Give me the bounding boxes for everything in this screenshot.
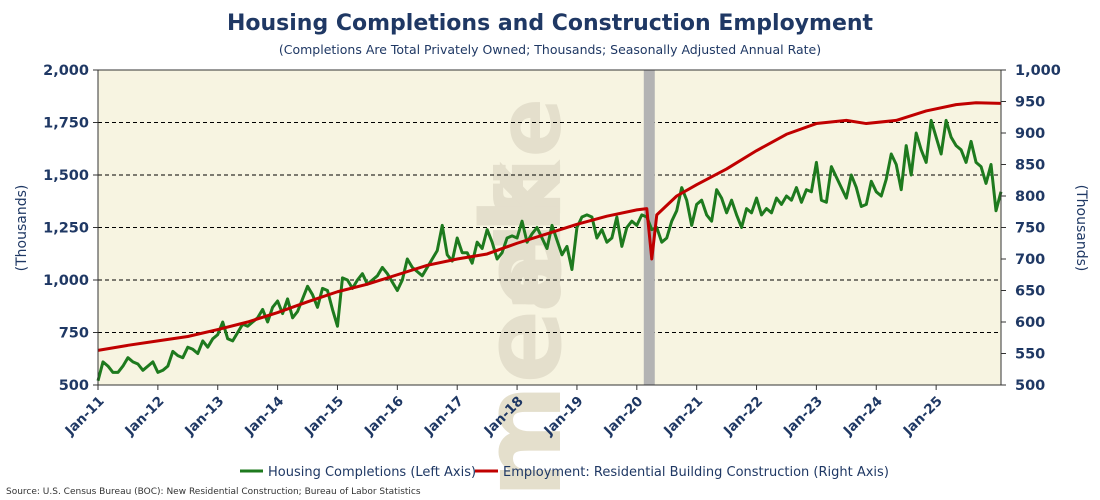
left-tick-label: 1,500 [43,168,89,184]
x-tick-label: Jan-21 [660,393,706,439]
right-tick-label: 750 [1015,221,1045,237]
series-line-completions [96,118,1003,382]
x-tick-label: Jan-16 [361,393,407,439]
legend-label-employment: Employment: Residential Building Constru… [503,465,889,480]
legend-label-completions: Housing Completions (Left Axis) [268,465,476,480]
x-tick-label: Jan-13 [181,393,227,439]
right-axis: 500 550 600 650 700 750 800 850 900 950 1,000 [1001,63,1061,394]
left-tick-label: 1,750 [43,116,89,132]
right-tick-label: 500 [1015,378,1045,394]
left-tick-label: 750 [59,326,89,342]
right-tick-label: 550 [1015,347,1045,363]
right-tick-label: 650 [1015,284,1045,300]
left-tick-label: 1,000 [43,273,89,289]
right-tick-label: 800 [1015,189,1045,205]
chart-title: Housing Completions and Construction Emp… [227,11,874,36]
left-axis: 500 750 1,000 1,250 1,500 1,750 2,000 [43,63,98,394]
right-tick-label: 700 [1015,252,1045,268]
left-axis-label: (Thousands) [14,185,30,272]
legend: Housing Completions (Left Axis) Employme… [240,465,889,480]
right-axis-label: (Thousands) [1073,185,1089,272]
watermark: alfie meek [458,98,586,499]
series-line-employment [97,101,1002,352]
x-tick-label: Jan-11 [62,393,108,439]
x-tick-label: Jan-15 [301,393,347,439]
chart-subtitle: (Completions Are Total Privately Owned; … [279,42,821,57]
right-tick-label: 1,000 [1015,63,1061,79]
right-tick-label: 950 [1015,95,1045,111]
x-tick-label: Jan-14 [241,393,287,439]
x-tick-label: Jan-12 [121,393,167,439]
left-tick-label: 500 [59,378,89,394]
right-tick-label: 600 [1015,315,1045,331]
left-tick-label: 1,250 [43,221,89,237]
left-tick-label: 2,000 [43,63,89,79]
watermark-text-1: alfie [478,98,581,312]
right-tick-label: 900 [1015,126,1045,142]
x-tick-label: Jan-22 [720,393,766,439]
watermark-text-2: meek [458,159,586,499]
right-tick-label: 850 [1015,158,1045,174]
x-tick-label: Jan-24 [840,393,886,439]
x-tick-label: Jan-23 [780,393,826,439]
x-tick-label: Jan-25 [900,393,946,439]
source-note: Source: U.S. Census Bureau (BOC): New Re… [6,487,421,497]
x-tick-label: Jan-20 [600,393,646,439]
